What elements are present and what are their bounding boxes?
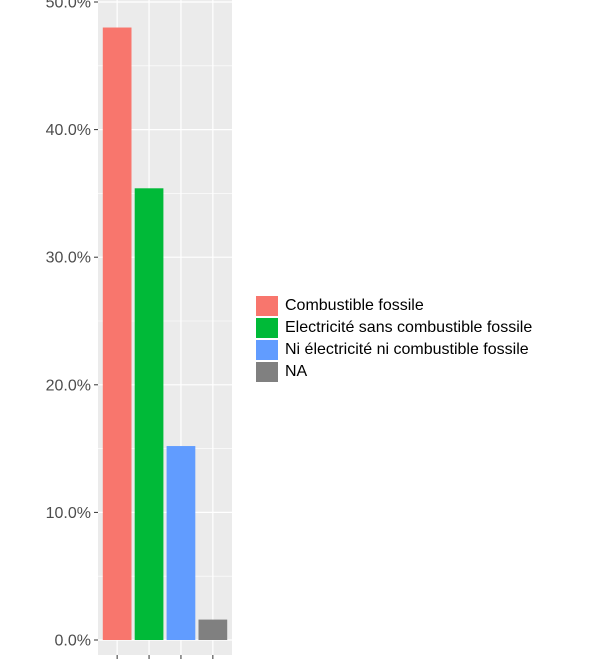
bar-combustible-fossile bbox=[102, 27, 132, 640]
legend-label: NA bbox=[285, 363, 308, 380]
legend-item-ni-electricite-ni-combustible-fossile: Ni électricité ni combustible fossile bbox=[256, 339, 532, 361]
y-tick-label: 20.0% bbox=[46, 377, 91, 394]
y-tick-label: 30.0% bbox=[46, 250, 91, 267]
y-axis: 0.0% 10.0% 20.0% 30.0% 40.0% 50.0% bbox=[46, 0, 98, 650]
y-tick-label: 40.0% bbox=[46, 122, 91, 139]
legend-swatch-na bbox=[256, 362, 278, 382]
legend-item-na: NA bbox=[256, 361, 532, 383]
legend: Combustible fossile Electricité sans com… bbox=[256, 295, 532, 383]
legend-swatch-electricite-sans-combustible-fossile bbox=[256, 318, 278, 338]
legend-item-combustible-fossile: Combustible fossile bbox=[256, 295, 532, 317]
legend-swatch-ni-electricite-ni-combustible-fossile bbox=[256, 340, 278, 360]
x-axis bbox=[116, 655, 214, 659]
legend-item-electricite-sans-combustible-fossile: Electricité sans combustible fossile bbox=[256, 317, 532, 339]
legend-swatch-combustible-fossile bbox=[256, 296, 278, 316]
bar-electricit-sans-combustible-fossile bbox=[134, 188, 164, 640]
y-tick-label: 0.0% bbox=[55, 633, 91, 650]
bar-na bbox=[198, 619, 228, 640]
legend-label: Combustible fossile bbox=[285, 297, 424, 314]
legend-label: Ni électricité ni combustible fossile bbox=[285, 341, 529, 358]
bars bbox=[102, 27, 228, 640]
y-tick-label: 10.0% bbox=[46, 505, 91, 522]
bar-ni-lectricit-ni-combustible-fossile bbox=[166, 446, 196, 640]
legend-label: Electricité sans combustible fossile bbox=[285, 319, 533, 336]
y-tick-label: 50.0% bbox=[46, 0, 91, 12]
